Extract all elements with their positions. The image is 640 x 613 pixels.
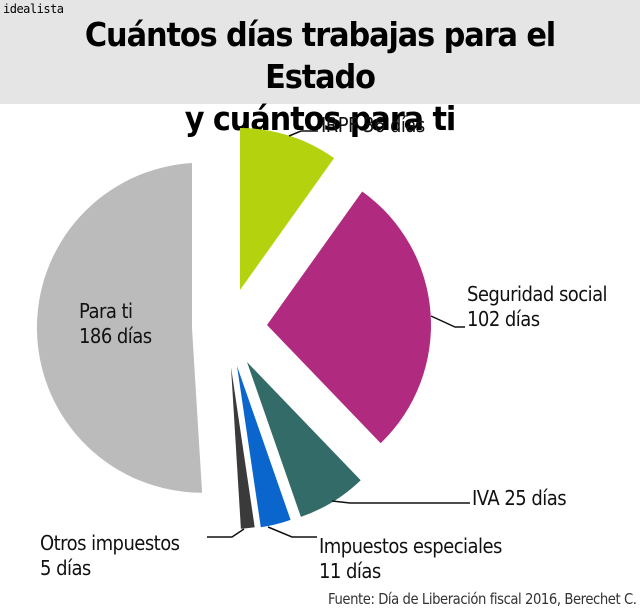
slice-otros-impuestos [231,367,255,529]
header-band [0,0,640,104]
label-iva: IVA 25 días [472,486,567,510]
label-para-ti-value: 186 días [79,324,152,348]
chart-title: Cuántos días trabajas para el Estado y c… [26,14,615,140]
title-line-1: Cuántos días trabajas para el Estado [84,15,556,96]
source-note: Fuente: Día de Liberación fiscal 2016, B… [327,590,637,608]
slice-seguridad-social [267,191,431,444]
label-seguridad-social-name: Seguridad social [467,282,608,306]
label-otros-impuestos-name: Otros impuestos [40,531,180,555]
label-para-ti: Para ti 186 días [79,299,152,349]
label-irpf: IRPF 36 días [321,113,425,137]
label-impuestos-especiales-value: 11 días [319,559,381,583]
label-impuestos-especiales-name: Impuestos especiales [319,534,502,558]
brand-logo: idealista [3,2,64,16]
label-otros-impuestos: Otros impuestos 5 días [40,531,180,581]
slice-impuestos-especiales [237,366,291,528]
label-seguridad-social-value: 102 días [467,307,540,331]
label-impuestos-especiales: Impuestos especiales 11 días [319,534,502,584]
slice-irpf [240,127,335,290]
label-para-ti-name: Para ti [79,299,133,323]
slice-para-ti [36,163,203,493]
leader-iva [331,500,470,504]
slice-iva [247,362,361,517]
label-seguridad-social: Seguridad social 102 días [467,282,608,332]
leader-otros-impuestos [207,528,245,538]
title-line-2: y cuántos para ti [184,99,457,138]
leader-irpf [288,130,318,137]
label-otros-impuestos-value: 5 días [40,556,91,580]
leader-seguridad-social [430,315,465,328]
leader-impuestos-especiales [267,526,317,538]
